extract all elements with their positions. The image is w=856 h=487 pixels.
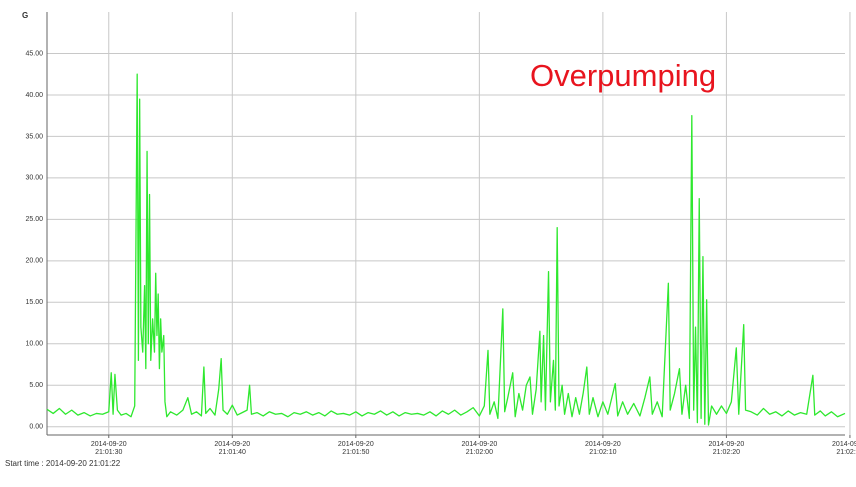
footer: Start time : 2014-09-20 21:01:22 xyxy=(5,459,121,468)
y-tick-label: 20.00 xyxy=(25,258,43,265)
x-tick-label: 2014-09-20 21:02:10 xyxy=(585,441,621,456)
y-tick-label: 15.00 xyxy=(25,299,43,306)
y-tick-label: 0.00 xyxy=(29,424,43,431)
y-tick-label: 30.00 xyxy=(25,175,43,182)
y-tick-label: 5.00 xyxy=(29,382,43,389)
y-tick-label: 40.00 xyxy=(25,92,43,99)
x-tick-label: 2014-09-20 21:02:20 xyxy=(709,441,745,456)
x-tick-label: 2014-09-20 21:02:00 xyxy=(461,441,497,456)
y-tick-label: 35.00 xyxy=(25,133,43,140)
x-tick-label: 2014-09-20 21:01:40 xyxy=(214,441,250,456)
y-axis-label: G xyxy=(22,11,28,20)
y-tick-label: 45.00 xyxy=(25,50,43,57)
annotation: Overpumping xyxy=(530,58,716,93)
x-tick-label: 2014-09-20 21:01:30 xyxy=(91,441,127,456)
data-line xyxy=(46,73,846,426)
y-tick-label: 25.00 xyxy=(25,216,43,223)
y-tick-label: 10.00 xyxy=(25,341,43,348)
x-tick-label: 2014-09-20 21:01:50 xyxy=(338,441,374,456)
